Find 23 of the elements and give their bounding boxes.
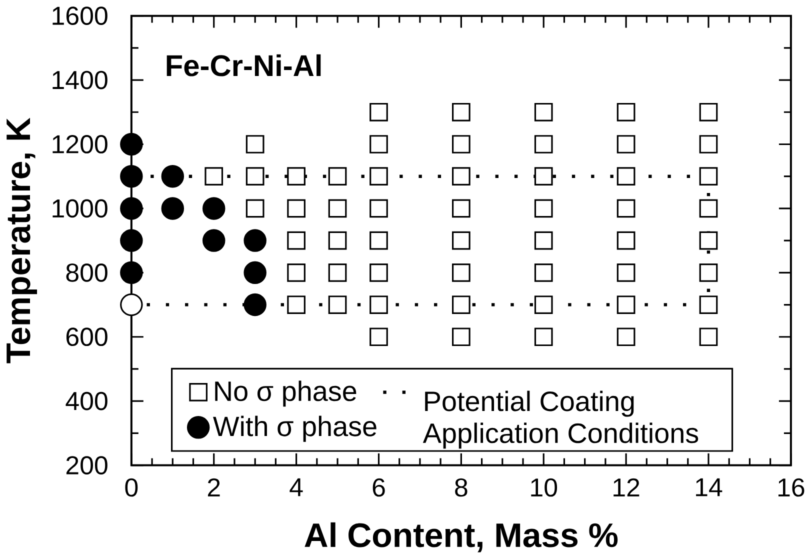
y-tick-label: 1000	[52, 199, 108, 218]
x-tick-label: 12	[614, 478, 640, 497]
text: Fe-Cr-Ni-Al	[166, 54, 321, 76]
y-tick-label: 200	[66, 456, 108, 475]
x-tick-label: 8	[455, 478, 468, 497]
y-tick-label: 400	[66, 392, 108, 410]
legend-label: No σ phase	[215, 380, 356, 407]
x-tick-label: 14	[696, 478, 722, 496]
x-tick-label: 10	[531, 478, 558, 497]
x-axis-title: Al Content, Mass %	[304, 522, 618, 552]
y-tick-label: 800	[66, 264, 108, 282]
x-tick-label: 4	[290, 478, 303, 496]
y-tick-label: 1400	[52, 70, 108, 90]
y-tick-label: 1200	[52, 135, 108, 154]
y-tick-label: 600	[66, 328, 108, 346]
y-axis-title: Temperature, K	[6, 118, 38, 364]
x-tick-label: 16	[778, 478, 804, 497]
y-tick-label: 1600	[52, 6, 108, 26]
x-tick-label: 2	[208, 478, 220, 497]
legend-label: Potential Coating Application Conditions	[422, 390, 698, 449]
x-tick-label: 6	[372, 478, 385, 497]
legend-label: With σ phase	[213, 416, 376, 442]
x-tick-label: 0	[125, 478, 138, 497]
